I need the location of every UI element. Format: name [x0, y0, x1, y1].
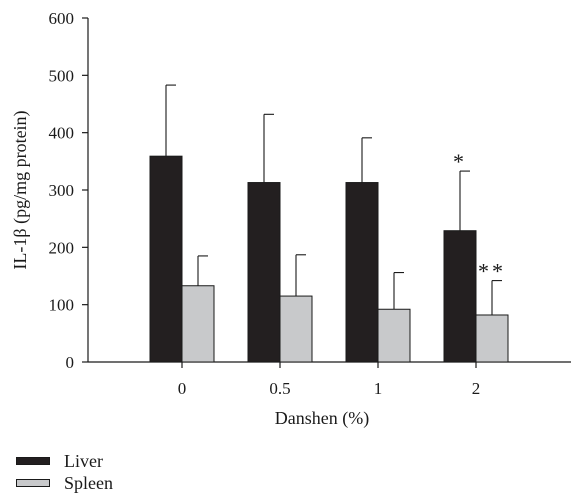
x-tick-label: 0 — [178, 379, 187, 398]
bars — [149, 155, 509, 363]
x-tick-label: 0.5 — [269, 379, 290, 398]
bar-spleen-1 — [377, 308, 411, 363]
error-bars — [165, 84, 502, 315]
y-tick-label: 200 — [49, 238, 75, 257]
x-axis-label: Danshen (%) — [275, 408, 369, 429]
legend-item-liver: Liver — [16, 450, 113, 472]
axes: 0 100 200 300 400 500 600 0 0.5 1 2 — [49, 9, 571, 398]
y-tick-label: 600 — [49, 9, 75, 28]
x-tick-label: 1 — [374, 379, 383, 398]
legend-swatch-liver — [16, 457, 50, 465]
bar-liver-1 — [345, 182, 379, 363]
bar-liver-2 — [443, 230, 477, 363]
legend-label-spleen: Spleen — [64, 472, 113, 493]
legend-label-liver: Liver — [64, 450, 103, 471]
significance-marker: * — [453, 149, 467, 174]
y-axis-label: IL-1β (pg/mg protein) — [10, 110, 31, 269]
bar-liver-0.5 — [247, 182, 281, 363]
legend: Liver Spleen — [16, 450, 113, 494]
significance-marker: ** — [478, 259, 506, 284]
legend-swatch-spleen — [16, 479, 50, 487]
bar-spleen-2 — [475, 314, 509, 363]
legend-item-spleen: Spleen — [16, 472, 113, 494]
bar-spleen-0 — [181, 285, 215, 363]
x-tick-label: 2 — [472, 379, 481, 398]
y-tick-label: 500 — [49, 66, 75, 85]
y-tick-label: 100 — [49, 296, 75, 315]
y-tick-label: 400 — [49, 124, 75, 143]
y-tick-label: 0 — [66, 353, 75, 372]
significance-annotations: *** — [453, 149, 506, 284]
y-tick-label: 300 — [49, 181, 75, 200]
bar-spleen-0.5 — [279, 295, 313, 363]
bar-liver-0 — [149, 155, 183, 363]
axis-labels: Danshen (%) IL-1β (pg/mg protein) — [10, 110, 369, 429]
